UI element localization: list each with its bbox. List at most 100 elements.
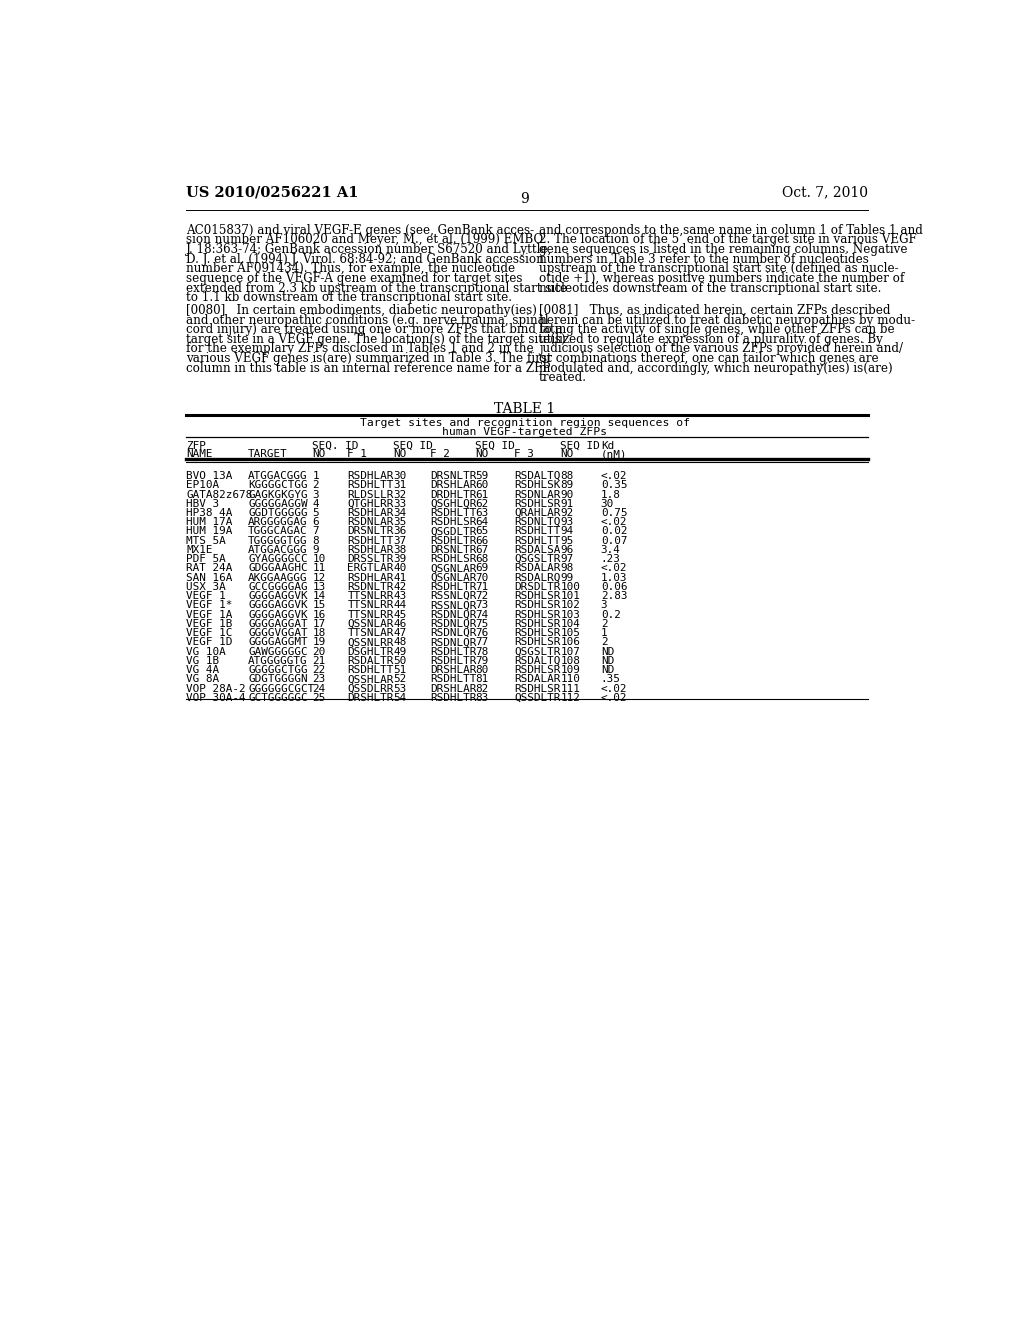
Text: RSDNLQR: RSDNLQR (430, 628, 476, 638)
Text: 50: 50 (393, 656, 407, 665)
Text: ATGGGGGTG: ATGGGGGTG (248, 656, 308, 665)
Text: <.02: <.02 (601, 564, 628, 573)
Text: F 3: F 3 (514, 449, 534, 459)
Text: QSSHLAR: QSSHLAR (347, 675, 393, 684)
Text: target site in a VEGF gene. The location(s) of the target site(s): target site in a VEGF gene. The location… (186, 333, 565, 346)
Text: RSDNLAR: RSDNLAR (514, 490, 560, 499)
Text: GAWGGGGGC: GAWGGGGGC (248, 647, 308, 656)
Text: 1.03: 1.03 (601, 573, 628, 582)
Text: RSDNLAR: RSDNLAR (347, 517, 393, 527)
Text: RSDHLSK: RSDHLSK (514, 480, 560, 490)
Text: 54: 54 (393, 693, 407, 702)
Text: 82: 82 (475, 684, 488, 693)
Text: 1: 1 (601, 628, 607, 638)
Text: 31: 31 (393, 480, 407, 490)
Text: 24: 24 (312, 684, 326, 693)
Text: GYAGGGGCC: GYAGGGGCC (248, 554, 308, 564)
Text: 49: 49 (393, 647, 407, 656)
Text: GATA82z678: GATA82z678 (186, 490, 252, 499)
Text: 99: 99 (560, 573, 573, 582)
Text: nucleotides downstream of the transcriptional start site.: nucleotides downstream of the transcript… (539, 281, 881, 294)
Text: 4: 4 (312, 499, 319, 508)
Text: PDF 5A: PDF 5A (186, 554, 226, 564)
Text: 62: 62 (475, 499, 488, 508)
Text: 59: 59 (475, 471, 488, 480)
Text: DRSNLTR: DRSNLTR (430, 545, 476, 554)
Text: HBV 3: HBV 3 (186, 499, 219, 508)
Text: VEGF 1*: VEGF 1* (186, 601, 232, 610)
Text: VOP 28A-2: VOP 28A-2 (186, 684, 246, 693)
Text: 10: 10 (312, 554, 326, 564)
Text: RSDHLSR: RSDHLSR (514, 665, 560, 675)
Text: 33: 33 (393, 499, 407, 508)
Text: utilized to regulate expression of a plurality of genes. By: utilized to regulate expression of a plu… (539, 333, 883, 346)
Text: RSDNLQR: RSDNLQR (430, 610, 476, 619)
Text: TTSNLAR: TTSNLAR (347, 628, 393, 638)
Text: 102: 102 (560, 601, 581, 610)
Text: DRDHLTR: DRDHLTR (430, 490, 476, 499)
Text: 45: 45 (393, 610, 407, 619)
Text: <.02: <.02 (601, 684, 628, 693)
Text: 30: 30 (601, 499, 614, 508)
Text: 34: 34 (393, 508, 407, 517)
Text: USX 3A: USX 3A (186, 582, 226, 591)
Text: 72: 72 (475, 591, 488, 601)
Text: column in this table is an internal reference name for a ZFP: column in this table is an internal refe… (186, 362, 551, 375)
Text: 0.2: 0.2 (601, 610, 621, 619)
Text: GGGGVGGAT: GGGGVGGAT (248, 628, 308, 638)
Text: QSGSLTR: QSGSLTR (514, 554, 560, 564)
Text: RSDHLSR: RSDHLSR (514, 591, 560, 601)
Text: GGGGAGGVK: GGGGAGGVK (248, 601, 308, 610)
Text: 88: 88 (560, 471, 573, 480)
Text: 90: 90 (560, 490, 573, 499)
Text: 14: 14 (312, 591, 326, 601)
Text: GCTGGGGGC: GCTGGGGGC (248, 693, 308, 702)
Text: QSGHLQR: QSGHLQR (430, 499, 476, 508)
Text: 64: 64 (475, 517, 488, 527)
Text: 46: 46 (393, 619, 407, 628)
Text: 66: 66 (475, 536, 488, 545)
Text: GDGGAAGHC: GDGGAAGHC (248, 564, 308, 573)
Text: TTSNLRR: TTSNLRR (347, 610, 393, 619)
Text: RSDNLQR: RSDNLQR (430, 638, 476, 647)
Text: 53: 53 (393, 684, 407, 693)
Text: for the exemplary ZFPs disclosed in Tables 1 and 2 in the: for the exemplary ZFPs disclosed in Tabl… (186, 342, 534, 355)
Text: 69: 69 (475, 564, 488, 573)
Text: RLDSLLR: RLDSLLR (347, 490, 393, 499)
Text: 107: 107 (560, 647, 581, 656)
Text: 97: 97 (560, 554, 573, 564)
Text: NO: NO (312, 449, 326, 459)
Text: 106: 106 (560, 638, 581, 647)
Text: 3: 3 (601, 601, 607, 610)
Text: DRSNLTR: DRSNLTR (347, 527, 393, 536)
Text: 32: 32 (393, 490, 407, 499)
Text: 79: 79 (475, 656, 488, 665)
Text: and corresponds to the same name in column 1 of Tables 1 and: and corresponds to the same name in colu… (539, 224, 923, 236)
Text: QSSDLTR: QSSDLTR (514, 693, 560, 702)
Text: 83: 83 (475, 693, 488, 702)
Text: NO: NO (393, 449, 407, 459)
Text: RSDHLTR: RSDHLTR (430, 582, 476, 591)
Text: 7: 7 (312, 527, 319, 536)
Text: 13: 13 (312, 582, 326, 591)
Text: 1: 1 (312, 471, 319, 480)
Text: QTGHLRR: QTGHLRR (347, 499, 393, 508)
Text: RSDNLTQ: RSDNLTQ (514, 517, 560, 527)
Text: sion number AF106020 and Meyer, M., et al. (1999) EMBO: sion number AF106020 and Meyer, M., et a… (186, 234, 544, 247)
Text: 101: 101 (560, 591, 581, 601)
Text: 105: 105 (560, 628, 581, 638)
Text: 30: 30 (393, 471, 407, 480)
Text: 48: 48 (393, 638, 407, 647)
Text: TTSNLRR: TTSNLRR (347, 591, 393, 601)
Text: GGGGAGGMT: GGGGAGGMT (248, 638, 308, 647)
Text: 78: 78 (475, 647, 488, 656)
Text: 25: 25 (312, 693, 326, 702)
Text: 74: 74 (475, 610, 488, 619)
Text: RSDHLTT: RSDHLTT (430, 508, 476, 517)
Text: judicious selection of the various ZFPs provided herein and/: judicious selection of the various ZFPs … (539, 342, 903, 355)
Text: 43: 43 (393, 591, 407, 601)
Text: 3.4: 3.4 (601, 545, 621, 554)
Text: 60: 60 (475, 480, 488, 490)
Text: 103: 103 (560, 610, 581, 619)
Text: cord injury) are treated using one or more ZFPs that bind to a: cord injury) are treated using one or mo… (186, 323, 563, 337)
